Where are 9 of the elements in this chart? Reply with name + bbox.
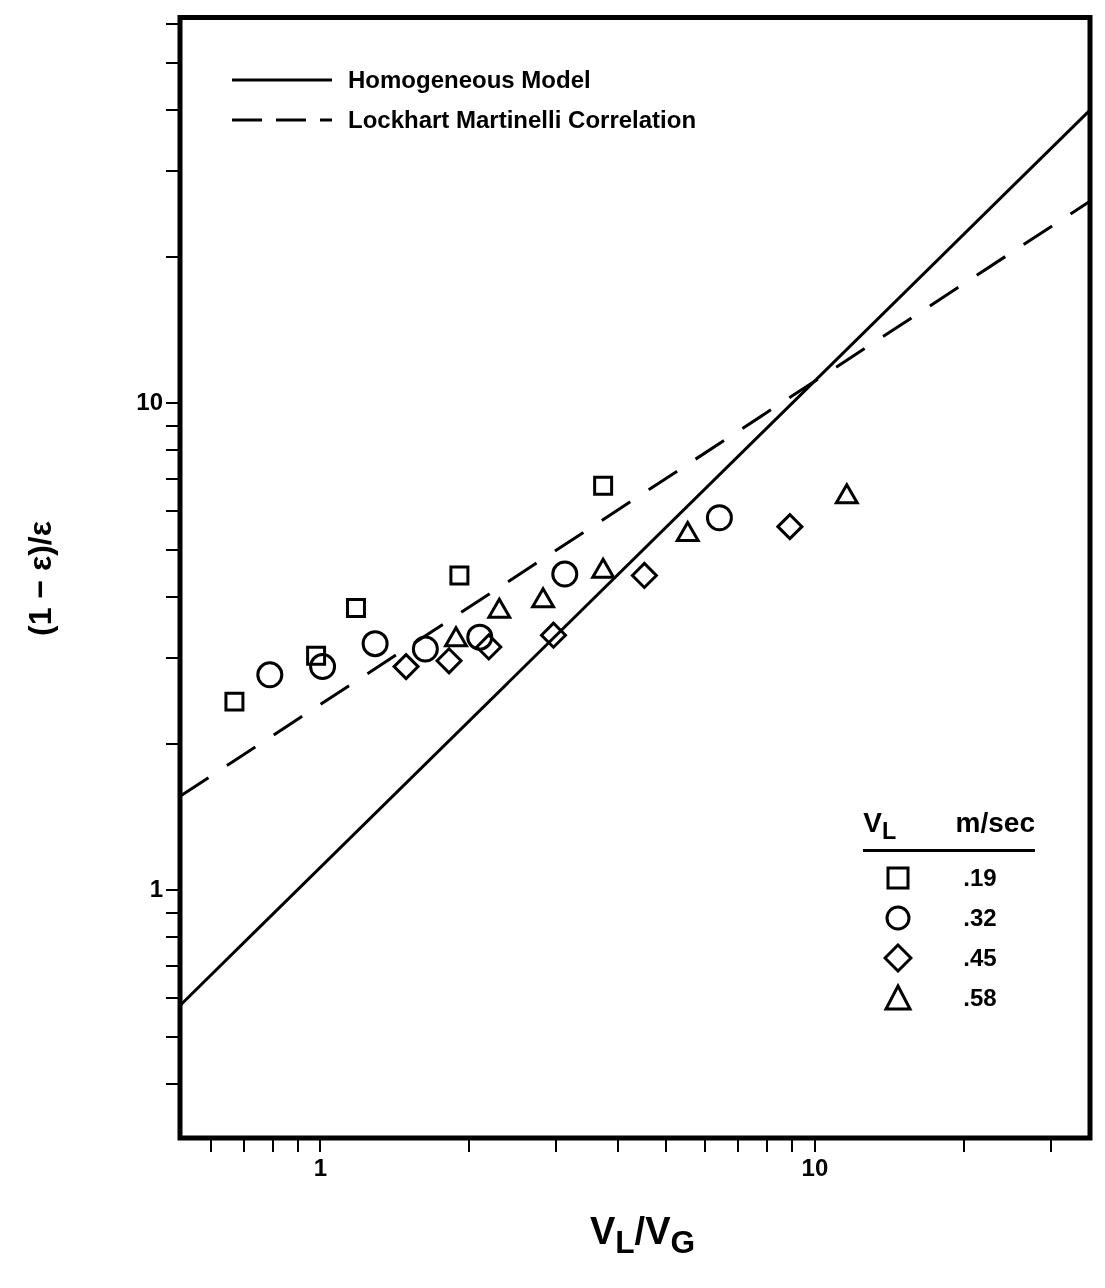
legend-label: Lockhart Martinelli Correlation bbox=[348, 106, 697, 134]
legend-label: .58 bbox=[963, 984, 997, 1012]
legend-label: Homogeneous Model bbox=[348, 66, 591, 94]
legend-label: .19 bbox=[963, 864, 997, 892]
legend-label: .45 bbox=[963, 944, 997, 972]
y-axis-title: (1 − ε)/ε bbox=[21, 520, 59, 638]
text: V$_{L}$ m/sec bbox=[863, 807, 1035, 844]
x-axis-title: V$_{L}$/V$_{G}$ bbox=[588, 1210, 697, 1261]
legend-label: .32 bbox=[963, 904, 997, 932]
